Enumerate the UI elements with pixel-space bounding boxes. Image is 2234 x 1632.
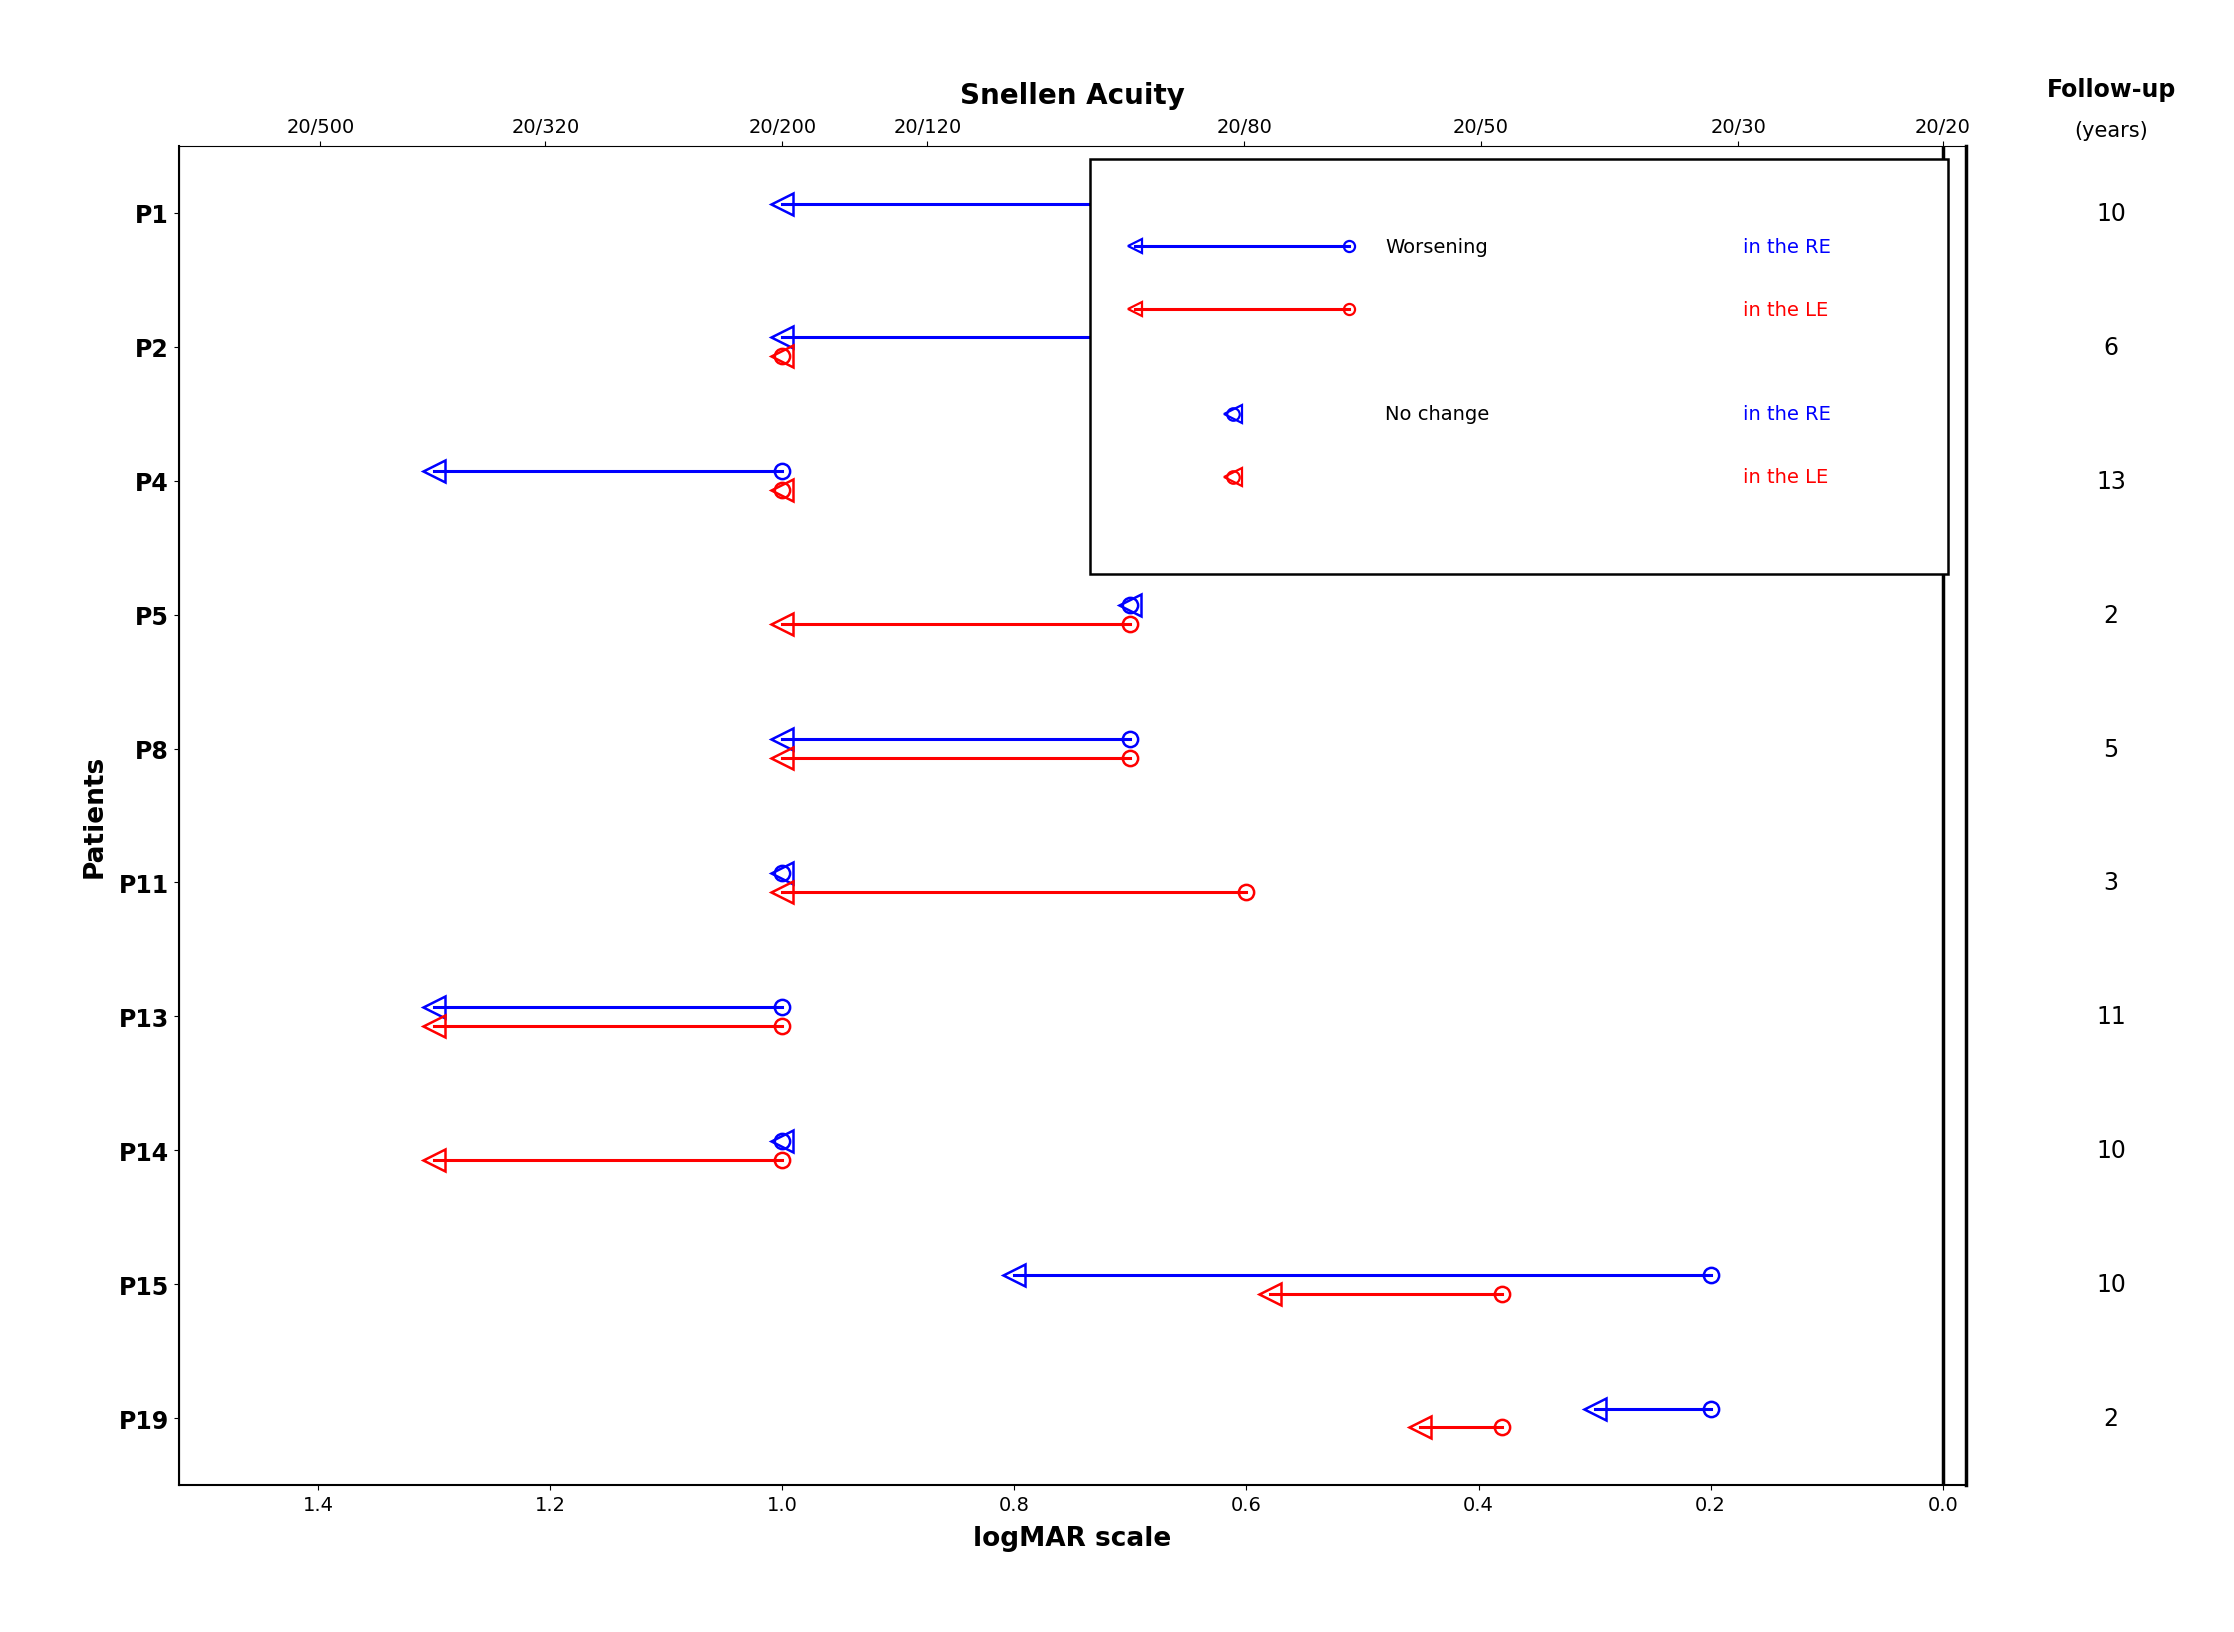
Text: 3: 3: [2104, 871, 2118, 894]
X-axis label: logMAR scale: logMAR scale: [974, 1524, 1171, 1550]
Text: in the LE: in the LE: [1743, 300, 1827, 320]
Text: 11: 11: [2095, 1005, 2127, 1028]
Text: (years): (years): [2073, 121, 2149, 140]
Text: in the LE: in the LE: [1743, 468, 1827, 486]
Text: No change: No change: [1385, 405, 1490, 424]
Text: in the RE: in the RE: [1743, 238, 1830, 256]
X-axis label: Snellen Acuity: Snellen Acuity: [961, 82, 1184, 111]
Text: Worsening: Worsening: [1385, 238, 1488, 256]
Text: 6: 6: [2104, 336, 2118, 359]
Text: 10: 10: [2095, 202, 2127, 225]
Text: 2: 2: [2104, 604, 2118, 627]
Text: 10: 10: [2095, 1139, 2127, 1162]
Text: 10: 10: [2095, 1273, 2127, 1296]
Y-axis label: Patients: Patients: [83, 754, 107, 878]
Text: 5: 5: [2104, 738, 2118, 761]
Text: in the RE: in the RE: [1743, 405, 1830, 424]
Text: 2: 2: [2104, 1407, 2118, 1430]
Text: 13: 13: [2095, 470, 2127, 493]
FancyBboxPatch shape: [1090, 160, 1948, 574]
Text: Follow-up: Follow-up: [2046, 78, 2176, 101]
